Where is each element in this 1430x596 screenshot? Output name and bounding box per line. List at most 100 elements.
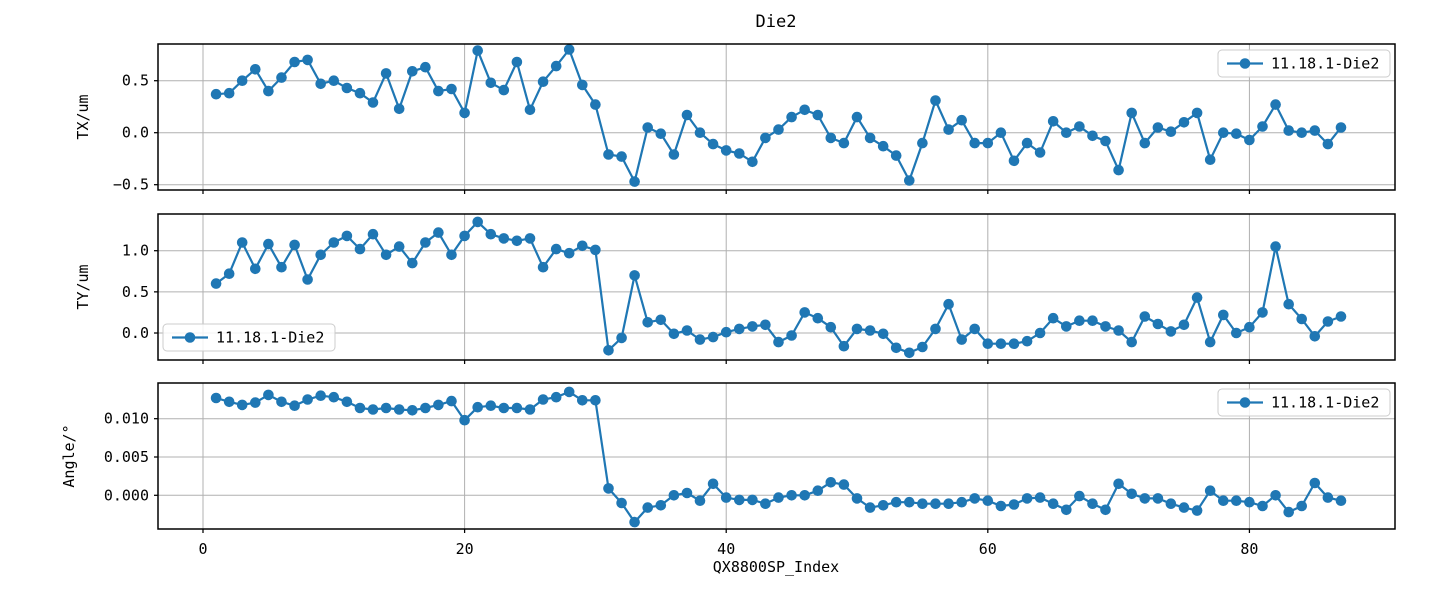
data-point-marker [864,132,876,144]
subplot-tx: 0.5 0.0 −0.5 11.18.1-Die2 [113,43,1396,194]
data-point-marker [734,494,745,506]
data-point-marker [1257,121,1268,132]
data-point-marker [393,404,405,415]
data-point-marker [210,278,222,289]
series-ty [210,216,1347,359]
data-point-marker [930,323,941,335]
data-point-marker [904,347,915,359]
data-point-marker [629,270,640,281]
data-point-marker [917,341,928,353]
data-point-marker [930,95,941,106]
data-point-marker [812,485,824,497]
data-point-marker [1204,154,1216,165]
subplots-container: 0.5 0.0 −0.5 11.18.1-Die2 1.0 0.5 0.0 11.18.1-D… [104,43,1396,558]
data-point-marker [1087,130,1098,142]
data-point-marker [1113,164,1124,176]
data-point-marker [1021,137,1033,149]
legend-tx: 11.18.1-Die2 [1217,49,1391,78]
data-point-marker [825,477,837,488]
y-tick-label: 0.0 [122,324,149,342]
data-point-marker [734,323,745,335]
x-axis-label: QX8800SP_Index [713,558,839,576]
y-tick-label: −0.5 [113,176,149,194]
data-point-marker [786,330,797,341]
data-point-marker [210,88,222,100]
data-point-marker [1335,311,1347,322]
data-point-marker [446,395,457,407]
data-point-marker [577,395,588,406]
data-point-marker [1074,121,1085,132]
data-point-marker [707,478,719,490]
data-point-marker [629,176,640,187]
data-point-marker [956,334,967,345]
data-point-marker [550,243,562,255]
data-point-marker [1165,498,1177,510]
data-point-marker [498,84,510,96]
y-axis-label-angle: Angle/° [60,424,78,487]
data-point-marker [982,338,994,350]
series-angle [210,386,1347,528]
data-point-marker [1231,495,1242,507]
data-point-marker [904,175,915,186]
data-point-marker [524,404,536,415]
data-point-marker [668,490,680,501]
data-point-marker [1218,309,1229,321]
data-point-marker [681,325,693,336]
data-point-marker [773,492,784,503]
data-point-marker [1244,496,1255,508]
data-point-marker [289,239,300,251]
data-point-marker [250,397,261,408]
data-point-marker [1139,311,1151,322]
data-point-marker [1021,493,1033,504]
data-point-marker [707,331,719,343]
data-point-marker [1047,312,1059,324]
data-point-marker [603,149,614,160]
data-point-marker [1061,504,1072,516]
data-point-marker [550,391,562,403]
data-point-marker [603,345,614,356]
data-point-marker [1296,313,1307,325]
data-point-marker [668,328,680,340]
data-point-marker [1034,327,1046,339]
data-point-marker [1165,126,1177,137]
data-point-marker [1270,490,1281,501]
data-point-marker [1322,492,1334,503]
data-point-marker [1322,316,1334,327]
data-point-marker [812,312,824,324]
data-point-marker [720,326,732,338]
data-point-marker [341,396,353,408]
data-point-marker [563,386,575,398]
plot-background [158,44,1395,190]
legend-ty: 11.18.1-Die2 [162,323,336,352]
data-point-marker [354,243,366,255]
y-tick-label: 0.000 [104,486,149,504]
data-point-marker [1178,502,1190,513]
data-point-marker [524,233,536,244]
data-point-marker [380,68,392,79]
data-point-marker [851,323,863,335]
data-point-marker [943,124,954,135]
data-point-marker [1100,321,1111,332]
data-point-marker [904,496,915,508]
legend-box [1217,388,1391,417]
x-tick-label: 80 [1240,540,1258,558]
data-point-marker [747,321,758,332]
data-point-marker [943,298,954,310]
data-point-marker [694,495,706,507]
data-point-marker [511,56,523,68]
x-tick-label: 20 [456,540,474,558]
data-point-marker [720,145,732,156]
data-point-marker [642,502,653,513]
legend-label: 11.18.1-Die2 [1271,55,1379,73]
data-point-marker [707,138,719,150]
data-point-marker [877,140,889,152]
data-point-marker [1270,99,1281,110]
y-tick-label: 0.010 [104,410,149,428]
data-point-marker [354,402,366,414]
data-point-marker [917,137,928,149]
data-point-marker [563,44,575,55]
data-point-marker [799,307,810,318]
data-point-marker [969,137,980,149]
data-point-marker [236,399,248,411]
